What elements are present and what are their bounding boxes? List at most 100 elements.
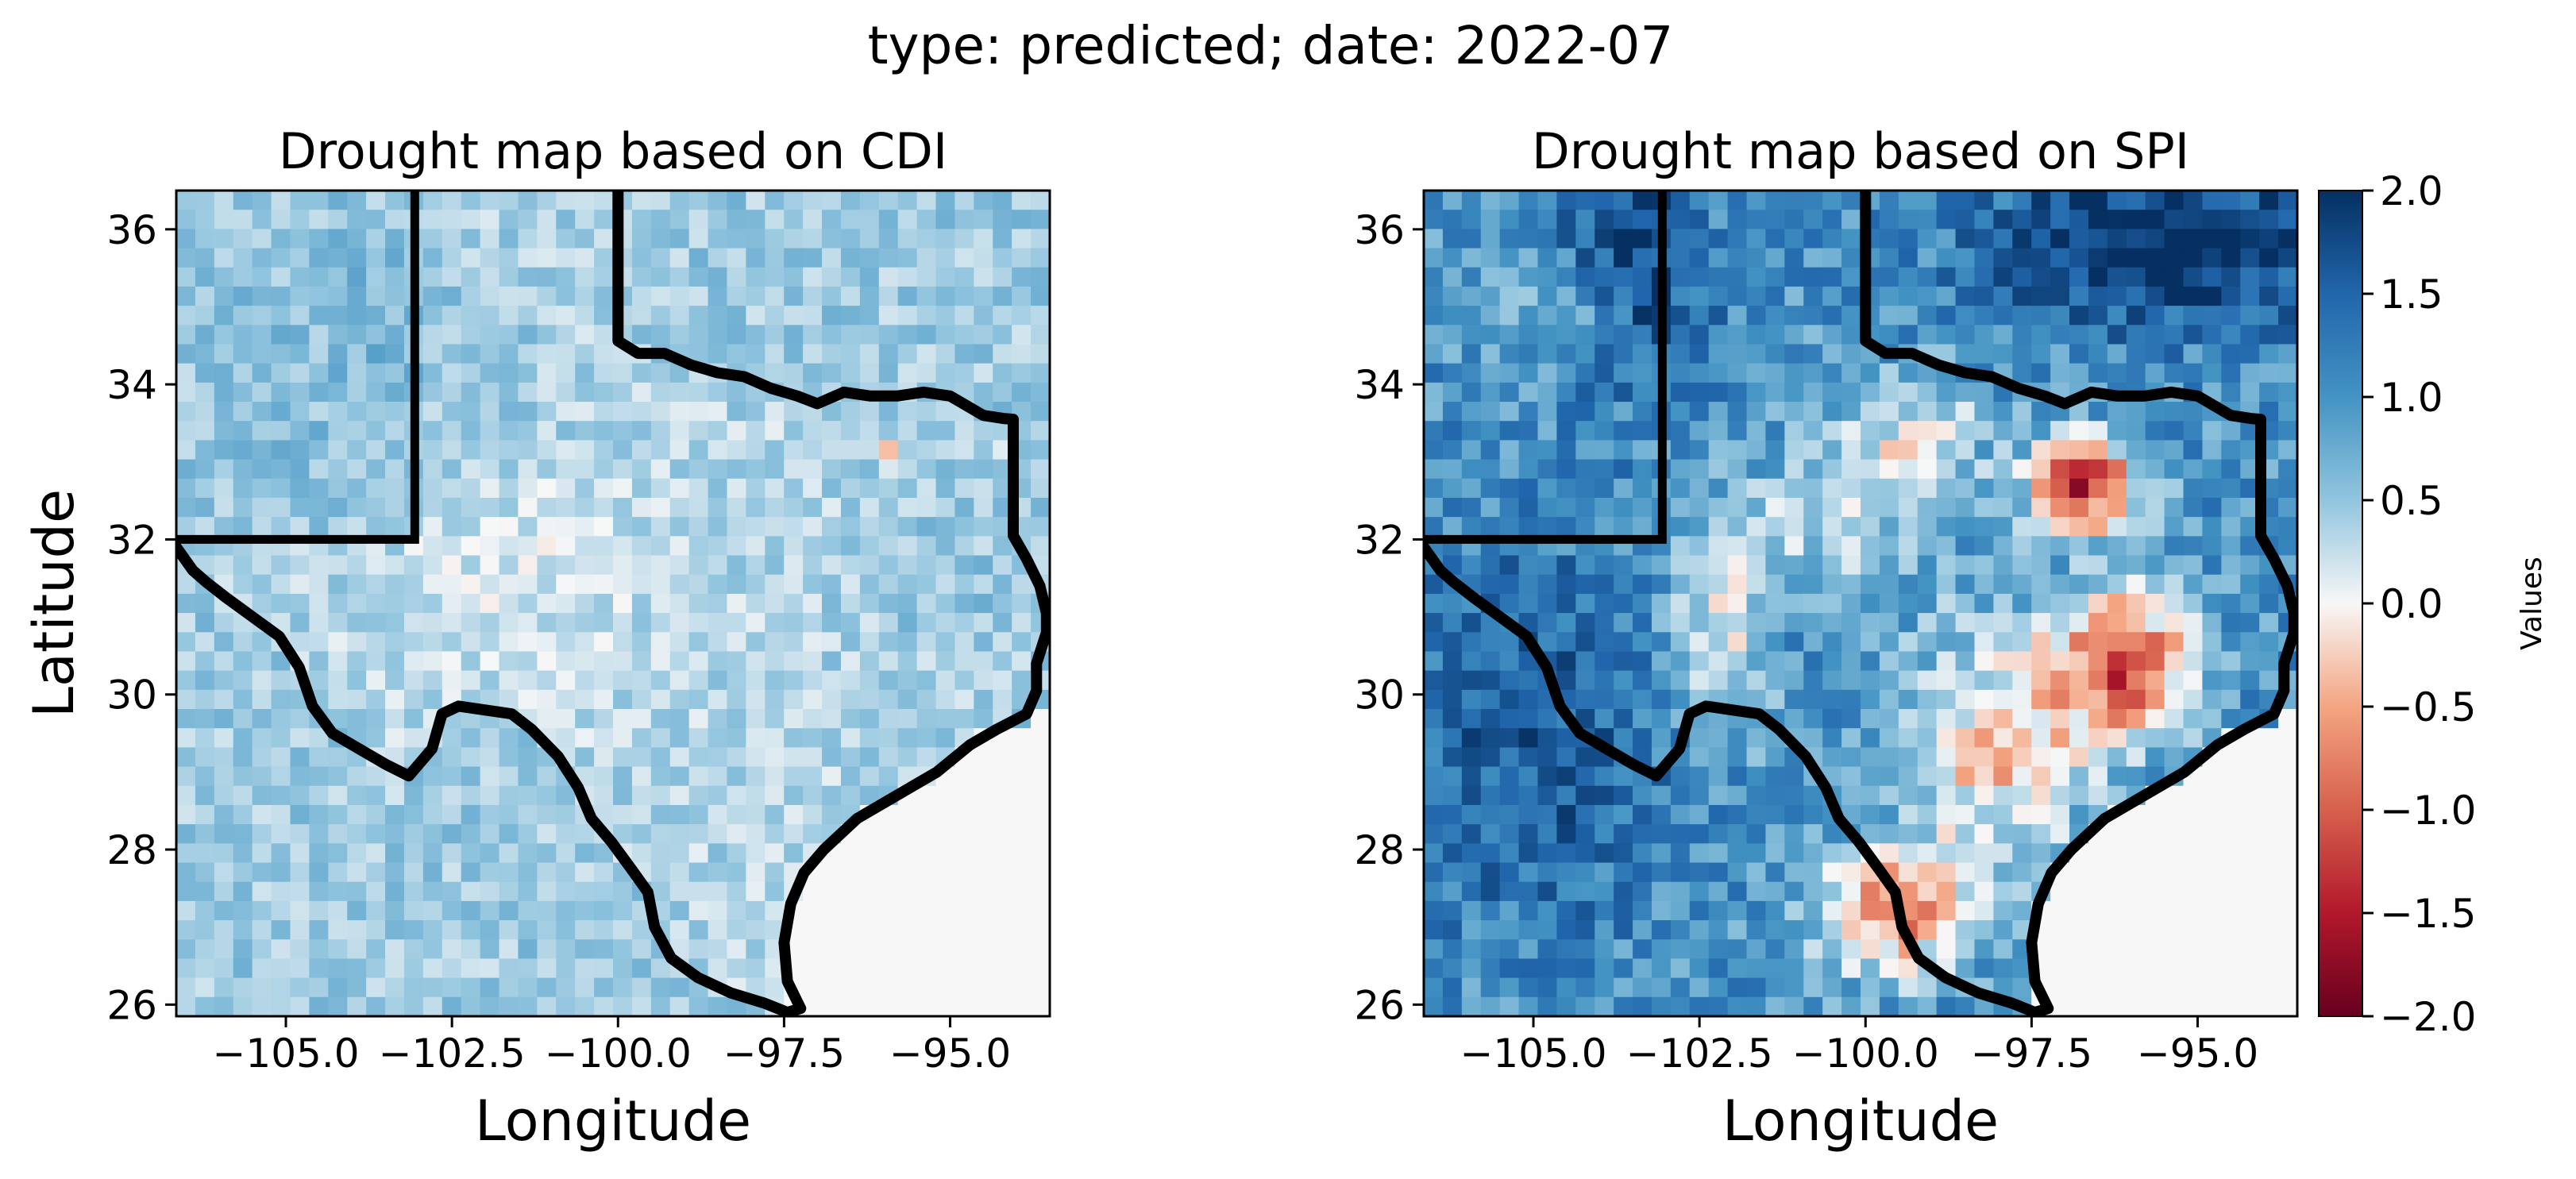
heatmap-cell [1993, 804, 2013, 825]
heatmap-cell [2221, 939, 2241, 960]
heatmap-cell [897, 862, 918, 883]
heatmap-cell [1670, 325, 1691, 345]
heatmap-cell [2088, 478, 2108, 499]
heatmap-cell [1708, 747, 1729, 768]
heatmap-cell [556, 670, 576, 691]
heatmap-cell [2145, 958, 2165, 979]
heatmap-cell [2050, 536, 2070, 557]
heatmap-cell [2069, 920, 2089, 940]
heatmap-cell [2259, 363, 2279, 383]
heatmap-cell [840, 191, 861, 210]
heatmap-cell [1651, 920, 1672, 940]
heatmap-cell [613, 939, 633, 960]
heatmap-cell [822, 996, 842, 1016]
heatmap-cell [1461, 747, 1482, 768]
heatmap-cell [1917, 996, 1938, 1016]
heatmap-cell [1879, 996, 1899, 1016]
heatmap-cell [1651, 862, 1672, 883]
heatmap-cell [935, 977, 956, 998]
heatmap-cell [290, 709, 310, 729]
heatmap-cell [556, 306, 576, 326]
heatmap-cell [708, 766, 728, 787]
heatmap-cell [935, 804, 956, 825]
heatmap-cell [631, 478, 652, 499]
heatmap-cell [2278, 536, 2297, 557]
heatmap-cell [1651, 728, 1672, 748]
heatmap-cell [859, 613, 880, 633]
heatmap-cell [2050, 766, 2070, 787]
heatmap-cell [1499, 689, 1520, 710]
heatmap-cell [252, 229, 272, 249]
heatmap-cell [214, 651, 234, 672]
heatmap-cell [727, 421, 746, 441]
heatmap-cell [176, 593, 196, 614]
heatmap-cell [176, 286, 196, 306]
heatmap-cell [1614, 958, 1633, 979]
heatmap-cell [1031, 210, 1050, 229]
heatmap-cell [1784, 881, 1804, 902]
heatmap-cell [1974, 344, 1994, 364]
heatmap-cell [822, 728, 842, 748]
heatmap-cell [214, 459, 234, 480]
heatmap-cell [480, 555, 500, 576]
heatmap-cell [1614, 785, 1633, 806]
heatmap-cell [1879, 478, 1899, 499]
heatmap-cell [366, 191, 386, 210]
heatmap-cell [2012, 593, 2032, 614]
heatmap-cell [347, 363, 367, 383]
heatmap-cell [1689, 651, 1710, 672]
heatmap-cell [784, 248, 804, 268]
heatmap-cell [594, 939, 614, 960]
heatmap-cell [1424, 191, 1444, 210]
heatmap-cell [575, 440, 595, 460]
heatmap-cell [1746, 804, 1767, 825]
heatmap-cell [2107, 478, 2127, 499]
heatmap-cell [575, 958, 595, 979]
heatmap-cell [935, 248, 956, 268]
heatmap-cell [385, 497, 405, 518]
heatmap-cell [556, 920, 576, 940]
heatmap-cell [499, 939, 519, 960]
heatmap-cell [461, 459, 481, 480]
heatmap-cell [309, 574, 329, 595]
heatmap-cell [480, 862, 500, 883]
heatmap-cell [1936, 785, 1957, 806]
heatmap-cell [1917, 306, 1938, 326]
heatmap-cell [1595, 325, 1614, 345]
heatmap-cell [2202, 632, 2222, 653]
heatmap-cell [1841, 536, 1861, 557]
heatmap-cell [1936, 843, 1957, 864]
heatmap-cell [2107, 613, 2127, 633]
heatmap-cell [1499, 478, 1520, 499]
heatmap-cell [727, 325, 746, 345]
heatmap-cell [840, 881, 861, 902]
heatmap-cell [1442, 632, 1463, 653]
heatmap-cell [1461, 440, 1482, 460]
heatmap-cell [784, 689, 804, 710]
heatmap-cell [1689, 536, 1710, 557]
heatmap-cell [233, 229, 253, 249]
heatmap-cell [1537, 306, 1557, 326]
heatmap-cell [1727, 459, 1748, 480]
heatmap-cell [385, 229, 405, 249]
heatmap-cell [1955, 900, 1976, 921]
heatmap-cell [916, 670, 937, 691]
heatmap-cell [993, 382, 1012, 403]
heatmap-cell [650, 497, 671, 518]
heatmap-cell [1499, 632, 1520, 653]
heatmap-cell [2164, 747, 2185, 768]
heatmap-cell [897, 210, 918, 229]
heatmap-cell [1012, 651, 1032, 672]
heatmap-cell [2202, 191, 2222, 210]
heatmap-cell [1879, 229, 1899, 249]
heatmap-cell [537, 785, 557, 806]
heatmap-cell [176, 939, 196, 960]
heatmap-cell [2145, 709, 2165, 729]
heatmap-cell [1861, 459, 1880, 480]
heatmap-cell [784, 709, 804, 729]
heatmap-cell [1993, 900, 2013, 921]
heatmap-cell [2107, 689, 2127, 710]
heatmap-cell [537, 996, 557, 1016]
heatmap-cell [916, 459, 937, 480]
heatmap-cell [765, 248, 785, 268]
